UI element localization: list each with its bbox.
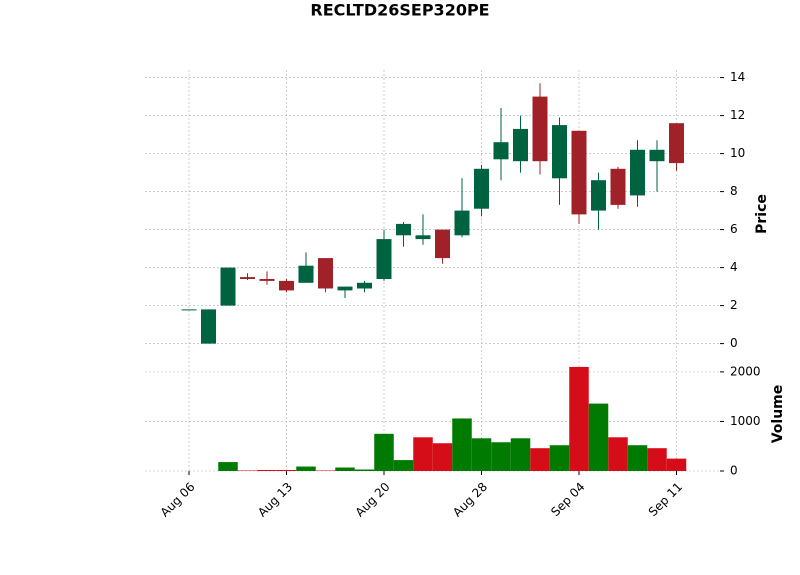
candle-body xyxy=(181,309,197,311)
y-tick-label: 0 xyxy=(730,336,738,350)
volume-bar xyxy=(374,433,394,471)
candle-body xyxy=(201,309,216,344)
volume-bar xyxy=(627,445,648,471)
candle-body xyxy=(259,279,275,281)
volume-bar xyxy=(413,437,433,471)
candle-body xyxy=(396,223,411,236)
volume-bar xyxy=(393,460,414,471)
candle-body xyxy=(298,265,314,283)
y2-tick-label: 0 xyxy=(730,464,738,478)
chart-title: RECLTD26SEP320PE xyxy=(310,1,489,20)
y-tick-label: 6 xyxy=(730,222,738,236)
candle-body xyxy=(318,258,333,289)
candle-body xyxy=(435,229,450,259)
candle-body xyxy=(474,168,489,209)
x-tick-label: Aug 20 xyxy=(353,480,393,520)
candle-body xyxy=(415,235,431,240)
candle-body xyxy=(591,180,606,211)
volume-bar xyxy=(608,437,628,471)
candle-body xyxy=(610,168,626,205)
candle-body xyxy=(376,239,392,279)
volume-bar xyxy=(432,443,453,471)
x-tick-label: Aug 13 xyxy=(255,480,295,520)
y-tick-label: 12 xyxy=(730,108,745,122)
candle-body xyxy=(493,142,509,160)
candle-body xyxy=(454,210,470,236)
candle-body xyxy=(513,128,528,162)
volume-axis-label: Volume xyxy=(770,385,786,444)
volume-bar xyxy=(666,458,687,471)
volume-bar xyxy=(354,469,375,471)
candle-body xyxy=(279,280,294,291)
volume-bar xyxy=(296,466,316,471)
volume-bar xyxy=(510,438,531,471)
y-tick-label: 8 xyxy=(730,184,738,198)
volume-bar xyxy=(530,448,550,471)
candle-body xyxy=(571,130,587,215)
candle-body xyxy=(220,267,236,306)
candle-body xyxy=(630,149,645,196)
volume-bar xyxy=(452,418,472,471)
x-tick-label: Aug 06 xyxy=(158,480,198,520)
x-tick-label: Sep 04 xyxy=(548,480,587,519)
volume-bar xyxy=(588,403,609,471)
volume-bar xyxy=(471,438,492,471)
candle-body xyxy=(337,286,353,291)
candle-body xyxy=(552,125,567,179)
volume-bar xyxy=(491,442,511,471)
volume-bar xyxy=(335,467,355,471)
y-tick-label: 4 xyxy=(730,260,738,274)
candle-body xyxy=(357,282,372,289)
y-tick-label: 2 xyxy=(730,298,738,312)
y-axis-label: Price xyxy=(754,194,770,234)
volume-bar xyxy=(549,445,570,471)
candle-body xyxy=(669,123,684,164)
volume-bar xyxy=(569,366,589,471)
candle-body xyxy=(532,96,548,162)
volume-bar xyxy=(647,448,667,471)
candle-body xyxy=(649,149,665,162)
candle-body xyxy=(240,277,255,279)
y2-tick-label: 2000 xyxy=(730,364,761,378)
y-tick-label: 10 xyxy=(730,146,745,160)
volume-bar xyxy=(276,470,297,471)
y2-tick-label: 1000 xyxy=(730,414,761,428)
y-tick-label: 14 xyxy=(730,70,745,84)
x-tick-label: Aug 28 xyxy=(450,480,490,520)
volume-bar xyxy=(218,462,238,471)
x-tick-label: Sep 11 xyxy=(646,480,685,519)
volume-bar xyxy=(257,470,277,471)
